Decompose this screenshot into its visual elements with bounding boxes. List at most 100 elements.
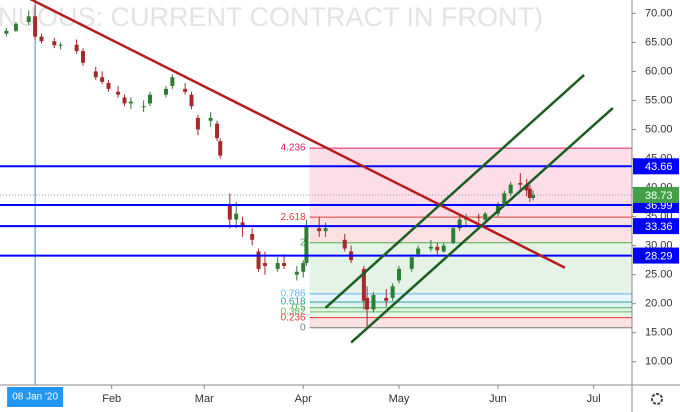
fib-band (309, 293, 632, 302)
candle-body (33, 16, 38, 37)
candle-body (342, 239, 347, 249)
candle-body (317, 228, 322, 232)
candle-body (116, 91, 121, 95)
candle-body (122, 97, 127, 104)
candle-body (384, 297, 389, 301)
y-tick-label: 55.00 (645, 94, 673, 106)
y-tick-label: 60.00 (645, 65, 673, 77)
candle-body (518, 182, 523, 185)
fib-band (309, 311, 632, 318)
candle-body (361, 268, 366, 301)
candle-body (74, 44, 79, 52)
y-tick-label: 25.00 (645, 269, 673, 281)
x-tick-label: May (389, 393, 410, 405)
x-tick-label: Feb (102, 393, 121, 405)
candle-body (39, 36, 44, 42)
fib-label: 4.236 (281, 143, 306, 154)
candle-body (141, 106, 146, 108)
y-tick-label: 10.00 (645, 356, 673, 368)
candle-body (80, 51, 85, 63)
candle-body (531, 194, 536, 199)
price-box-label: 43.66 (645, 161, 673, 173)
fib-label: 2 (300, 237, 306, 248)
candle-body (416, 248, 421, 255)
candle-body (390, 286, 395, 298)
candle-body (502, 193, 507, 205)
candle-body (441, 245, 446, 252)
fib-label: 0.786 (281, 288, 306, 299)
price-box-label: 33.36 (645, 221, 673, 233)
candle-body (13, 23, 18, 31)
x-tick-label: Mar (195, 393, 214, 405)
candle-body (148, 94, 153, 104)
trend-line (324, 73, 585, 309)
crosshair-date-box (7, 387, 64, 407)
fib-band (309, 301, 632, 308)
candle-body (183, 88, 188, 92)
candle-body (451, 228, 456, 243)
candle-body (527, 188, 532, 199)
trend-line (29, 0, 566, 269)
candle-body (256, 251, 261, 269)
y-tick-label: 50.00 (645, 123, 673, 135)
x-tick-label: Apr (295, 393, 312, 405)
crosshair-date-label: 08 Jan '20 (12, 392, 58, 403)
candle-body (409, 257, 414, 269)
candle-body (163, 88, 168, 95)
y-tick-label: 20.00 (645, 298, 673, 310)
y-tick-label: 70.00 (645, 7, 673, 19)
y-tick-label: 15.00 (645, 327, 673, 339)
candle-body (262, 263, 267, 266)
candle-body (26, 16, 31, 23)
candle-body (371, 294, 376, 310)
candle-body (240, 222, 245, 226)
fib-band (309, 317, 632, 328)
candle-body (208, 117, 213, 121)
candle-body (128, 101, 133, 104)
candle-body (106, 83, 111, 89)
candle-body (234, 213, 239, 220)
candle-body (524, 184, 529, 191)
price-box (633, 158, 679, 175)
price-box-label: 38.73 (645, 190, 673, 202)
y-tick-label: 65.00 (645, 36, 673, 48)
candle-body (275, 263, 280, 269)
candle-body (304, 225, 309, 264)
price-box (633, 247, 679, 264)
fib-label: 0.236 (281, 312, 306, 323)
fib-band (309, 148, 632, 218)
candle-body (93, 71, 98, 78)
price-box (633, 186, 679, 203)
candle-body (396, 268, 401, 281)
fib-label: 0.618 (281, 297, 306, 308)
fib-label: 0.382 (281, 306, 306, 317)
candle-body (435, 246, 440, 251)
candle-body (170, 77, 175, 86)
candle-body (195, 117, 200, 130)
candle-body (301, 263, 306, 272)
fib-band (309, 242, 632, 294)
candle-body (428, 246, 433, 249)
fib-label: 2.618 (281, 212, 306, 223)
candle-body (227, 204, 232, 220)
candle-body (365, 297, 370, 310)
candle-body (100, 77, 105, 82)
x-tick-label: Jul (587, 393, 601, 405)
settings-icon[interactable] (651, 393, 663, 405)
candle-body (282, 263, 287, 266)
candle-body (250, 234, 255, 240)
fib-band (309, 307, 632, 312)
candle-body (189, 94, 194, 107)
x-tick-label: Jun (489, 393, 507, 405)
candle-body (4, 30, 9, 34)
candle-body (52, 41, 57, 46)
price-box-label: 36.99 (645, 200, 673, 212)
fib-label: 0 (300, 322, 306, 333)
fib-label: 0.5 (292, 302, 306, 313)
candle-body (218, 141, 223, 156)
candle-body (323, 228, 328, 232)
candle-body (457, 219, 462, 229)
candle-body (483, 213, 488, 220)
candle-body (476, 216, 481, 218)
